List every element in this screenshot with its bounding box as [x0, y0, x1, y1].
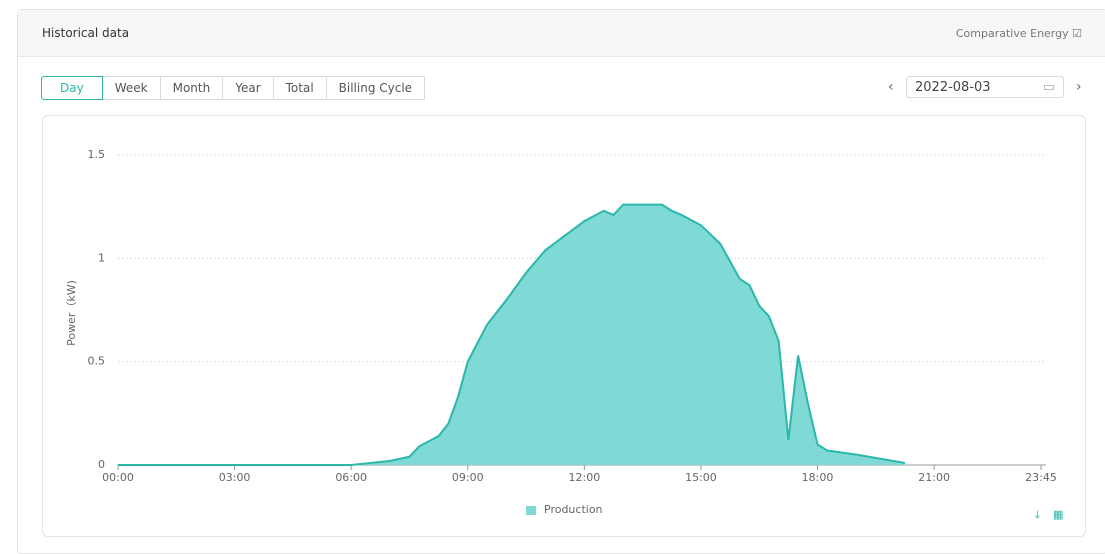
tab[interactable]: Day [41, 76, 103, 100]
panel: Historical data Comparative Energy ☑ Day W… [17, 9, 1105, 554]
tab[interactable]: Billing Cycle [325, 76, 426, 100]
header: Historical data Comparative Energy ☑ [18, 10, 1105, 57]
y-tick-label: 0.5 [88, 355, 106, 368]
prev-date[interactable]: ‹ [888, 79, 894, 95]
legend-swatch [526, 506, 536, 515]
legend-label: Production [544, 503, 603, 516]
link-text[interactable]: Comparative Energy [955, 26, 1069, 40]
x-tick-label: 18:00 [802, 471, 834, 484]
x-tick-label: 12:00 [569, 471, 601, 484]
tabs: Day Week Month Year Total Billing Cycle [41, 76, 426, 100]
x-tick-label: 00:00 [102, 471, 134, 484]
y-tick-label: 1.5 [88, 148, 106, 161]
x-tick-label: 09:00 [452, 471, 484, 484]
date-text[interactable]: 2022-08-03 [915, 80, 991, 95]
comparative-link[interactable]: Comparative Energy ☑ [955, 26, 1082, 40]
y-tick-label: 1 [98, 251, 105, 264]
y-tick-label: 0 [98, 458, 105, 471]
y-axis-label: Power（kW) [65, 280, 78, 346]
area [118, 204, 905, 465]
download-icon[interactable]: ⤓ [1035, 508, 1040, 521]
next-date[interactable]: › [1076, 79, 1082, 95]
x-tick-label: 06:00 [335, 471, 367, 484]
calendar-icon[interactable]: ▭ [1042, 80, 1055, 95]
x-tick-label: 15:00 [685, 471, 717, 484]
date-picker[interactable]: 2022-08-03 ▭ [906, 76, 1064, 98]
line [118, 203, 906, 466]
title: Historical data [42, 26, 130, 40]
x-tick-label: 23:45 [1025, 471, 1057, 484]
chart-box [42, 115, 1086, 537]
table-icon[interactable]: ▦ [1053, 508, 1063, 521]
x-tick-label: 03:00 [219, 471, 251, 484]
x-tick-label: 21:00 [918, 471, 950, 484]
